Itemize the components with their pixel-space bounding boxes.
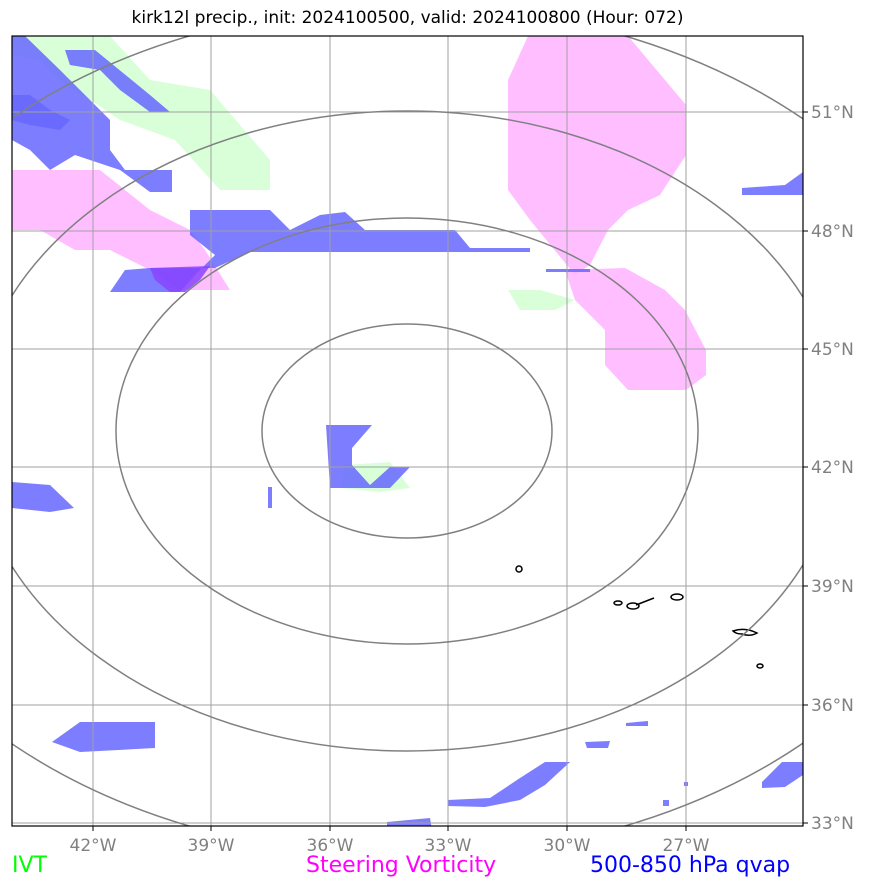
ivt-area-east: [508, 290, 575, 310]
qvap-area-west: [12, 482, 74, 512]
qvap-area-overlap: [150, 266, 210, 292]
data-layers: [12, 36, 803, 826]
lat-label-48n: 48°N: [811, 222, 854, 242]
qvap-area-se: [762, 762, 803, 788]
range-ring-1: [261, 323, 553, 539]
map-title: kirk12l precip., init: 2024100500, valid…: [131, 8, 684, 28]
lon-label-27w: 27°W: [663, 836, 710, 856]
lat-label-45n: 45°N: [811, 340, 854, 360]
vorticity-area-northeast: [508, 36, 686, 275]
contour-1: [515, 565, 523, 573]
contour-4: [635, 597, 655, 606]
lon-labels: 42°W 39°W 36°W 33°W 30°W 27°W: [70, 836, 710, 856]
qvap-area-sw: [52, 722, 155, 752]
lon-label-39w: 39°W: [188, 836, 235, 856]
vorticity-area-east: [565, 268, 706, 390]
ivt-area-nw: [12, 36, 270, 190]
range-ring-3: [12, 110, 803, 752]
qvap-area-s-2: [387, 818, 432, 826]
lat-label-51n: 51°N: [811, 103, 854, 123]
qvap-area-sliver: [546, 269, 590, 272]
qvap-area-ne-edge: [742, 172, 803, 195]
range-rings: [12, 36, 803, 826]
qvap-area-s-3: [585, 741, 610, 748]
contour-7: [756, 663, 764, 669]
qvap-area-center: [326, 425, 410, 488]
legend-ivt: IVT: [12, 853, 47, 878]
lat-label-39n: 39°N: [811, 577, 854, 597]
vorticity-layer: [12, 36, 706, 390]
lat-label-42n: 42°N: [811, 458, 854, 478]
vorticity-area-west: [12, 170, 230, 290]
contour-6: [731, 628, 759, 637]
qvap-area-dot-1: [663, 800, 669, 806]
qvap-area-nw-1: [12, 36, 172, 192]
lat-label-33n: 33°N: [811, 814, 854, 834]
lon-label-33w: 33°W: [425, 836, 472, 856]
plot-frame: [11, 35, 804, 827]
lon-label-36w: 36°W: [307, 836, 354, 856]
qvap-area-s-1: [448, 762, 570, 807]
lat-label-36n: 36°N: [811, 696, 854, 716]
lon-label-42w: 42°W: [70, 836, 117, 856]
lat-labels: 51°N 48°N 45°N 42°N 39°N 36°N 33°N: [811, 103, 854, 834]
range-ring-2: [115, 217, 699, 645]
contour-2: [613, 600, 623, 606]
contour-layer: [515, 565, 764, 669]
contour-3: [626, 602, 640, 610]
qvap-area-small: [268, 487, 272, 508]
qvap-area-nw-2: [65, 50, 210, 112]
graticule: [12, 36, 803, 826]
qvap-area-s-4: [626, 721, 648, 726]
legend-qvap: 500-850 hPa qvap: [590, 853, 791, 878]
legend-steering-vorticity: Steering Vorticity: [306, 853, 497, 878]
tick-marks: [92, 111, 808, 831]
lon-label-30w: 30°W: [544, 836, 591, 856]
contour-5: [670, 593, 684, 601]
ivt-layer: [12, 36, 575, 492]
